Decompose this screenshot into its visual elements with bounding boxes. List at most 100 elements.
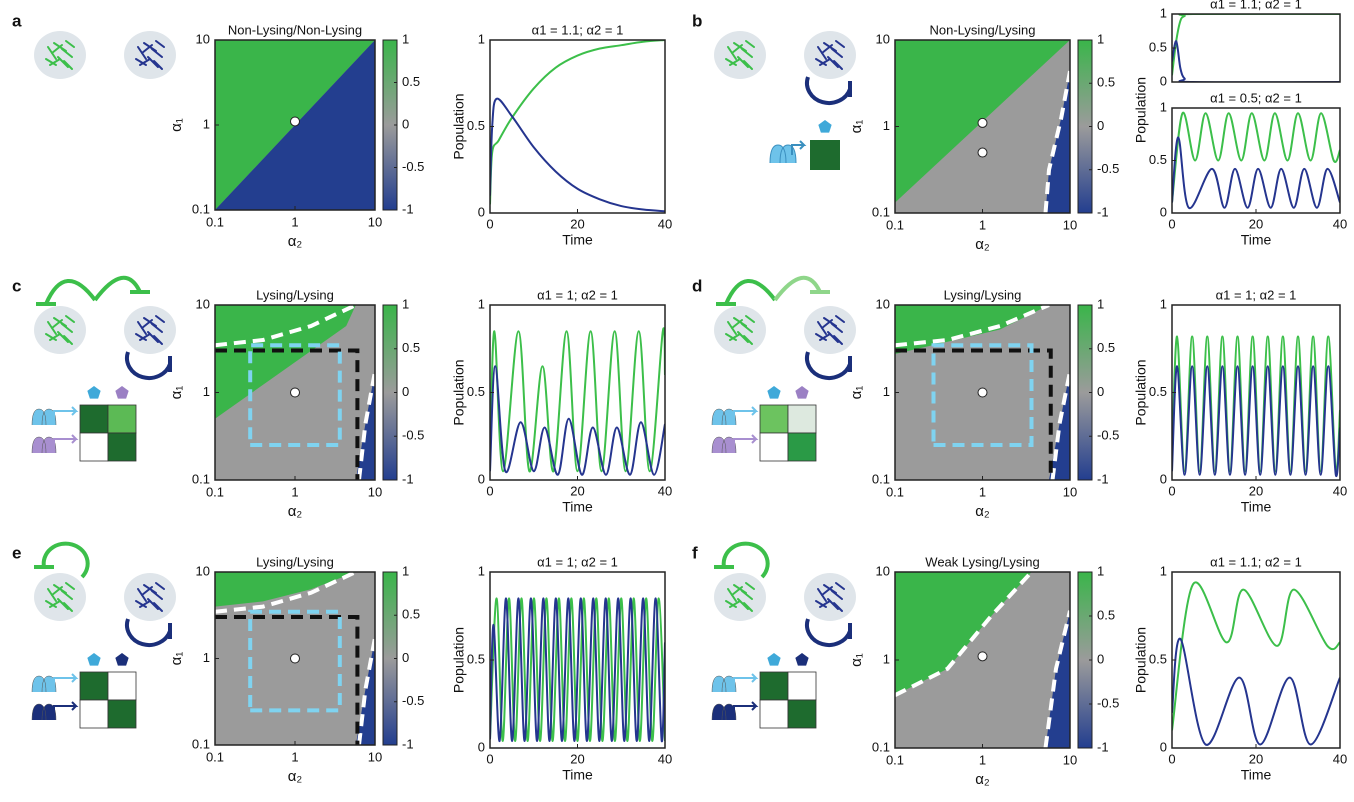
molecule-icon — [87, 386, 101, 399]
promoter-arrow — [733, 406, 759, 419]
cell-rod — [63, 335, 73, 345]
cell-rod — [135, 58, 147, 66]
colorbar-tick-label: 0 — [402, 116, 409, 131]
y-tick-label: 1 — [883, 651, 890, 666]
cell-rod — [743, 602, 753, 612]
cell-rod — [741, 590, 753, 600]
promoter-icon — [711, 703, 737, 721]
y-tick-label: 0.5 — [467, 118, 485, 133]
boundary-line — [894, 303, 1050, 348]
x-axis-label: Time — [562, 767, 593, 783]
chart-title: α1 = 1; α2 = 1 — [1216, 287, 1297, 302]
y-tick-label: 0 — [1160, 471, 1167, 486]
cell-rod — [45, 58, 57, 66]
colorbar-tick-label: 1 — [1097, 563, 1104, 578]
x-tick-label: 10 — [1063, 484, 1077, 499]
series-line — [490, 40, 665, 205]
x-tick-label: 20 — [570, 483, 584, 498]
cell-rod — [63, 602, 73, 612]
x-tick-label: 0.1 — [206, 214, 224, 229]
x-tick-label: 0.1 — [886, 752, 904, 767]
colorbar-tick-label: -0.5 — [402, 159, 424, 174]
cell-icon — [804, 306, 856, 354]
x-tick-label: 10 — [368, 484, 382, 499]
y-tick-label: 0.5 — [467, 384, 485, 399]
cell-rod — [61, 323, 73, 333]
x-tick-label: 1 — [291, 484, 298, 499]
regulation-cell — [759, 671, 789, 701]
molecule-icon — [115, 653, 129, 666]
cell-rod — [731, 319, 743, 329]
x-tick-label: 0.1 — [206, 749, 224, 764]
panel-letter: a — [12, 11, 22, 30]
molecule-icon — [818, 120, 832, 133]
x-tick-label: 0.1 — [886, 217, 904, 232]
feedback-arc — [721, 541, 770, 579]
cell-rod — [821, 44, 833, 54]
y-axis-label: α₁ — [168, 386, 185, 400]
cell-rod — [741, 48, 753, 58]
colorbar-tick-label: 0 — [402, 650, 409, 665]
cell-rod — [745, 582, 755, 590]
promoter-arrow — [53, 434, 79, 447]
x-tick-label: 0 — [1168, 751, 1175, 766]
y-tick-label: 1 — [203, 384, 210, 399]
cell-rod — [65, 315, 75, 323]
cell-rod — [835, 582, 845, 590]
regulation-cell — [107, 404, 137, 434]
cell-rod — [821, 319, 833, 329]
y-tick-label: 0.1 — [872, 204, 890, 219]
regulation-cell — [107, 432, 137, 462]
boundary-line — [895, 348, 1053, 480]
marker-point — [977, 117, 988, 128]
regulation-cell — [79, 432, 109, 462]
series-line — [1172, 136, 1340, 209]
cell-rod — [835, 315, 845, 323]
boundary-line — [931, 343, 1034, 447]
x-tick-label: 20 — [570, 751, 584, 766]
regulation-cell — [787, 404, 817, 434]
y-tick-label: 0 — [478, 471, 485, 486]
regulation-cell — [787, 671, 817, 701]
y-tick-label: 10 — [876, 563, 890, 578]
chart-title: α1 = 1.1; α2 = 1 — [532, 22, 624, 37]
colorbar-tick-label: 1 — [402, 296, 409, 311]
promoter-arrow — [791, 140, 807, 155]
regulation-cell — [107, 671, 137, 701]
y-axis-label: α₁ — [848, 386, 865, 400]
y-axis-label: α₁ — [168, 118, 185, 132]
chart-title: α1 = 1; α2 = 1 — [537, 287, 618, 302]
colorbar-tick-label: 0.5 — [402, 340, 420, 355]
x-tick-label: 10 — [368, 214, 382, 229]
cell-rod — [51, 44, 63, 54]
x-axis-label: α₂ — [288, 233, 303, 250]
marker-point — [290, 116, 300, 127]
x-axis-label: Time — [1241, 499, 1272, 515]
colorbar-tick-label: -1 — [1097, 204, 1109, 219]
x-tick-label: 0.1 — [886, 484, 904, 499]
cell-rod — [151, 323, 163, 333]
cell-icon — [714, 573, 766, 621]
x-tick-label: 10 — [368, 749, 382, 764]
x-axis-label: α₂ — [975, 503, 990, 520]
promoter-icon — [31, 703, 57, 721]
x-tick-label: 20 — [570, 216, 584, 231]
x-tick-label: 0.1 — [206, 484, 224, 499]
cell-rod — [61, 48, 73, 58]
cell-rod — [45, 333, 57, 341]
promoter-arrow — [53, 406, 79, 419]
cell-rod — [63, 60, 73, 70]
y-tick-label: 0.1 — [192, 201, 210, 216]
cell-rod — [833, 602, 843, 612]
x-axis-label: α₂ — [975, 771, 990, 788]
molecule-icon — [795, 386, 809, 399]
boundary-line — [215, 348, 360, 480]
cell-rod — [139, 58, 151, 66]
boundary-line — [214, 570, 357, 614]
boundary-line — [1043, 70, 1072, 214]
regulation-cell — [79, 404, 109, 434]
y-tick-label: 1 — [1160, 296, 1167, 311]
feedback-arc — [125, 351, 172, 380]
series-line — [1172, 14, 1340, 76]
x-axis-label: α₂ — [288, 503, 303, 520]
